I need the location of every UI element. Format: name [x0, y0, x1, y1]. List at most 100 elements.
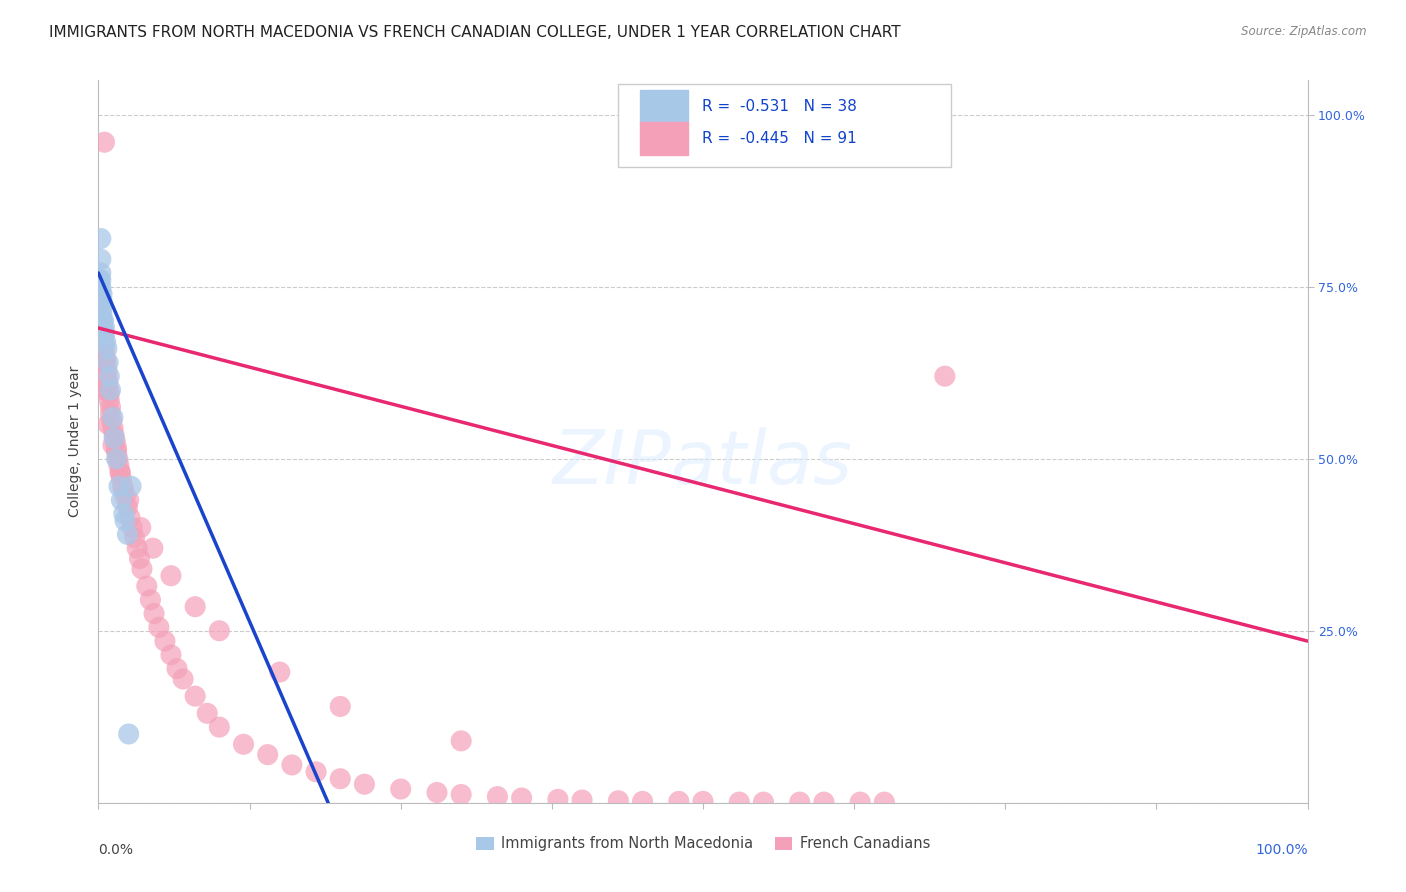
Point — [208, 720, 231, 734]
Point — [486, 789, 509, 804]
Text: Source: ZipAtlas.com: Source: ZipAtlas.com — [1241, 25, 1367, 38]
Point — [90, 252, 112, 267]
Point — [124, 531, 146, 545]
Point — [101, 438, 124, 452]
Point — [121, 520, 143, 534]
Point — [91, 355, 114, 369]
Point — [135, 579, 157, 593]
Point — [91, 314, 114, 328]
Point — [104, 434, 127, 449]
Point — [90, 293, 112, 308]
FancyBboxPatch shape — [619, 84, 950, 167]
Point — [93, 327, 115, 342]
Point — [450, 734, 472, 748]
Point — [89, 277, 111, 291]
Point — [93, 383, 115, 397]
Point — [103, 427, 125, 442]
Point — [89, 301, 111, 315]
FancyBboxPatch shape — [640, 121, 689, 155]
Point — [101, 421, 124, 435]
Point — [90, 266, 112, 280]
Point — [91, 327, 114, 342]
Point — [94, 351, 117, 366]
Point — [97, 376, 120, 390]
Point — [97, 355, 120, 369]
Point — [90, 279, 112, 293]
Point — [91, 293, 114, 308]
Point — [131, 562, 153, 576]
Point — [571, 793, 593, 807]
Point — [166, 662, 188, 676]
Point — [114, 514, 136, 528]
Point — [195, 706, 218, 721]
Point — [98, 369, 121, 384]
Point — [269, 665, 291, 679]
Point — [103, 431, 125, 445]
Point — [305, 764, 328, 779]
Point — [873, 795, 896, 809]
Point — [160, 568, 183, 582]
Point — [153, 634, 176, 648]
Point — [631, 794, 654, 808]
Point — [89, 273, 111, 287]
Point — [96, 369, 118, 384]
Point — [107, 451, 129, 466]
Point — [813, 795, 835, 809]
Point — [90, 286, 112, 301]
Point — [607, 794, 630, 808]
Y-axis label: College, Under 1 year: College, Under 1 year — [69, 366, 83, 517]
Point — [849, 795, 872, 809]
Point — [934, 369, 956, 384]
Point — [93, 321, 115, 335]
Point — [728, 795, 751, 809]
Point — [97, 383, 120, 397]
Text: ZIPatlas: ZIPatlas — [553, 427, 853, 500]
Point — [96, 362, 118, 376]
Point — [184, 689, 207, 703]
Point — [91, 301, 114, 315]
Point — [510, 791, 533, 805]
Text: R =  -0.445   N = 91: R = -0.445 N = 91 — [702, 131, 856, 146]
Point — [94, 334, 117, 349]
Point — [100, 414, 122, 428]
Point — [89, 286, 111, 301]
Point — [110, 472, 132, 486]
Point — [105, 451, 128, 466]
Point — [89, 301, 111, 315]
Point — [89, 283, 111, 297]
Point — [91, 314, 114, 328]
Point — [90, 273, 112, 287]
Point — [108, 466, 131, 480]
Point — [426, 785, 449, 799]
Point — [98, 393, 121, 408]
Text: R =  -0.531   N = 38: R = -0.531 N = 38 — [702, 99, 856, 114]
Point — [112, 507, 135, 521]
Point — [117, 500, 139, 514]
Point — [93, 338, 115, 352]
Point — [692, 794, 714, 808]
Point — [111, 479, 134, 493]
Point — [89, 293, 111, 308]
Point — [329, 772, 352, 786]
Text: 0.0%: 0.0% — [98, 843, 134, 856]
Point — [329, 699, 352, 714]
Point — [98, 386, 121, 401]
Point — [118, 493, 141, 508]
Point — [100, 400, 122, 414]
Legend: Immigrants from North Macedonia, French Canadians: Immigrants from North Macedonia, French … — [470, 830, 936, 857]
Point — [91, 321, 114, 335]
Point — [450, 788, 472, 802]
Text: 100.0%: 100.0% — [1256, 843, 1308, 856]
Point — [789, 795, 811, 809]
Point — [93, 135, 115, 149]
Point — [142, 541, 165, 556]
Point — [94, 355, 117, 369]
Point — [129, 520, 152, 534]
Point — [101, 410, 124, 425]
Point — [96, 342, 118, 356]
Point — [389, 782, 412, 797]
Point — [353, 777, 375, 791]
Point — [547, 792, 569, 806]
Point — [232, 737, 254, 751]
Point — [91, 307, 114, 321]
